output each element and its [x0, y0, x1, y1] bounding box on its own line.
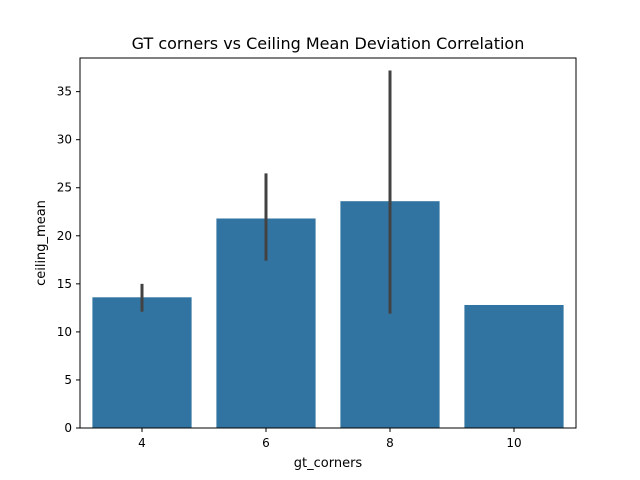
bar-10 — [464, 304, 564, 428]
y-tick-label: 10 — [57, 325, 72, 339]
error-bars-group — [140, 70, 392, 314]
y-tick-label: 20 — [57, 229, 72, 243]
y-tick-label: 5 — [64, 373, 72, 387]
plot-frame — [79, 57, 577, 429]
y-tick-label: 35 — [57, 85, 72, 99]
chart-title: GT corners vs Ceiling Mean Deviation Cor… — [132, 34, 525, 53]
y-axis-label: ceiling_mean — [34, 200, 49, 286]
y-ticks-group: 0 5 10 15 20 25 30 35 — [57, 85, 80, 435]
x-tick-label: 10 — [506, 436, 521, 450]
bars-group — [92, 201, 564, 428]
x-ticks-group: 4 6 8 10 — [138, 428, 522, 450]
x-tick-label: 8 — [386, 436, 394, 450]
y-tick-label: 15 — [57, 277, 72, 291]
y-tick-label: 25 — [57, 181, 72, 195]
x-axis-label: gt_corners — [294, 456, 363, 471]
y-tick-label: 0 — [64, 421, 72, 435]
y-tick-label: 30 — [57, 133, 72, 147]
bar-4 — [92, 297, 192, 428]
x-tick-label: 4 — [138, 436, 146, 450]
x-tick-label: 6 — [262, 436, 270, 450]
